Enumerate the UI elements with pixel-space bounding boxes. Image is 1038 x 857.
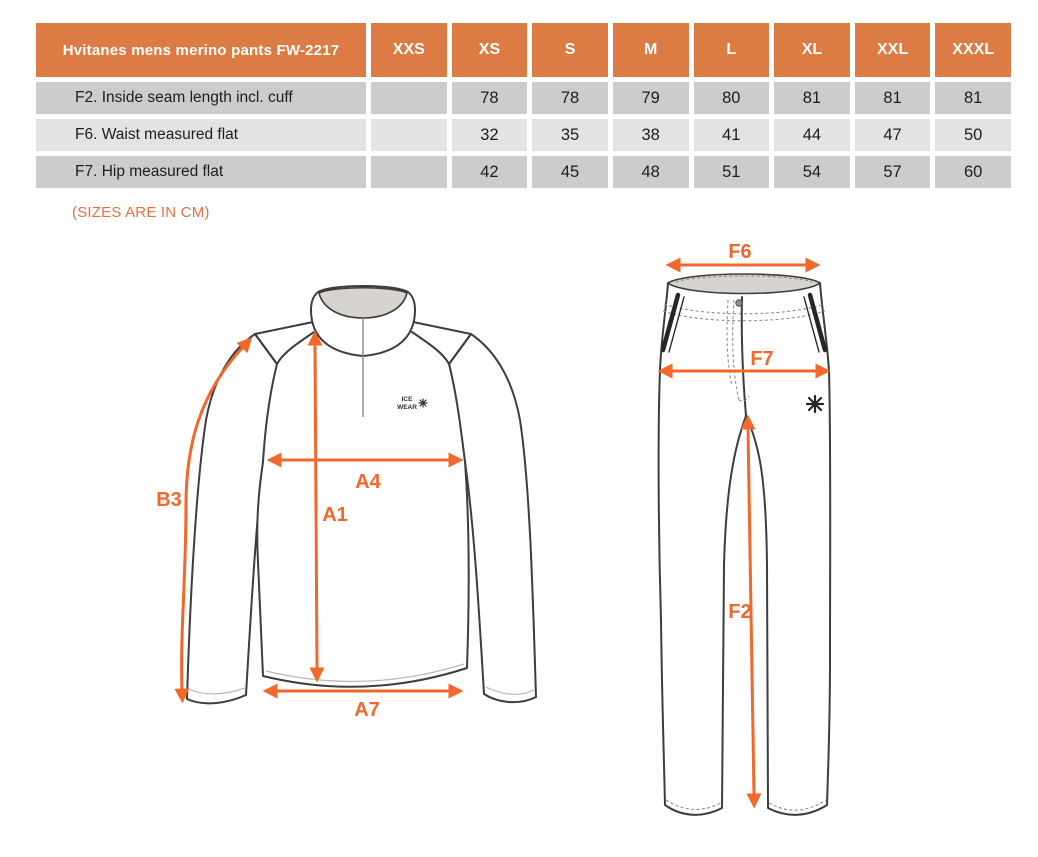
- icewear-logo: ICE WEAR: [397, 396, 428, 411]
- arrow-a1: [307, 330, 325, 683]
- row-label: F6. Waist measured flat: [36, 119, 366, 151]
- size-value-cell: 81: [935, 82, 1011, 114]
- size-value-cell: 78: [451, 82, 528, 114]
- dim-label-f7: F7: [750, 348, 773, 370]
- shirt-dimension-arrows: B3 A4 A1 A7: [156, 330, 464, 721]
- size-value-cell: 32: [451, 119, 528, 151]
- size-value-cell: 35: [532, 119, 608, 151]
- size-value-cell: [371, 156, 447, 188]
- right-pocket-opening: [807, 292, 828, 353]
- dim-label-a4: A4: [355, 471, 381, 493]
- size-col-header-xl: XL: [774, 23, 850, 77]
- size-value-cell: 50: [935, 119, 1011, 151]
- size-col-header-m: M: [612, 23, 689, 77]
- size-value-cell: 47: [854, 119, 931, 151]
- size-value-cell: 80: [693, 82, 770, 114]
- pants-body: [657, 273, 832, 816]
- dim-label-b3: B3: [156, 489, 182, 511]
- size-value-cell: 51: [693, 156, 770, 188]
- size-value-cell: 41: [693, 119, 770, 151]
- shirt-collar: [310, 285, 416, 417]
- size-col-header-xxxl: XXXL: [935, 23, 1011, 77]
- size-value-cell: 45: [532, 156, 608, 188]
- size-value-cell: [371, 119, 447, 151]
- size-value-cell: 81: [774, 82, 850, 114]
- snowflake-icon: [418, 398, 428, 408]
- size-value-cell: [371, 82, 447, 114]
- size-col-header-xxl: XXL: [854, 23, 931, 77]
- svg-text:WEAR: WEAR: [397, 404, 417, 411]
- table-title: Hvitanes mens merino pants FW-2217: [36, 23, 366, 77]
- arrow-f2: [740, 414, 762, 809]
- waistband: [666, 273, 822, 295]
- row-label: F2. Inside seam length incl. cuff: [36, 82, 366, 114]
- size-value-cell: 79: [612, 82, 689, 114]
- size-value-cell: 78: [532, 82, 608, 114]
- sizes-unit-note: (SIZES ARE IN CM): [72, 204, 210, 221]
- size-value-cell: 81: [854, 82, 931, 114]
- arrow-b3: [174, 337, 253, 704]
- left-pocket-opening: [660, 292, 681, 353]
- size-value-cell: 48: [612, 156, 689, 188]
- dim-label-a1: A1: [322, 504, 348, 526]
- svg-text:ICE: ICE: [402, 396, 414, 403]
- size-col-header-s: S: [532, 23, 608, 77]
- center-front-seam: [740, 296, 747, 417]
- size-value-cell: 60: [935, 156, 1011, 188]
- size-col-header-l: L: [693, 23, 770, 77]
- shirt-measurement-diagram: ICE WEAR B3 A4 A1 A7: [156, 285, 537, 721]
- size-value-cell: 57: [854, 156, 931, 188]
- size-value-cell: 38: [612, 119, 689, 151]
- pants-measurement-diagram: F6 F7 F2: [657, 241, 832, 816]
- size-chart-table: Hvitanes mens merino pants FW-2217 XXS X…: [36, 23, 1011, 188]
- dim-label-a7: A7: [354, 699, 380, 721]
- dim-label-f2: F2: [728, 601, 751, 623]
- row-label: F7. Hip measured flat: [36, 156, 366, 188]
- size-value-cell: 54: [774, 156, 850, 188]
- pants-dimension-arrows: F6 F7 F2: [657, 241, 831, 809]
- dim-label-f6: F6: [728, 241, 751, 263]
- fly-stitch: [732, 299, 740, 401]
- size-col-header-xxs: XXS: [371, 23, 447, 77]
- waist-button: [735, 299, 743, 307]
- snowflake-icon: [805, 394, 825, 414]
- size-col-header-xs: XS: [451, 23, 528, 77]
- size-value-cell: 44: [774, 119, 850, 151]
- size-value-cell: 42: [451, 156, 528, 188]
